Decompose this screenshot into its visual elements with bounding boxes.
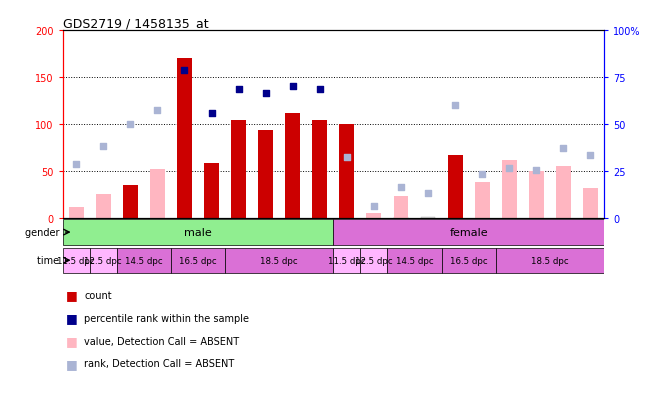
Bar [333, 248, 360, 273]
Text: male: male [184, 228, 212, 237]
Point [422, 190, 433, 197]
Point [152, 107, 162, 114]
Point [314, 87, 325, 93]
Text: 12.5 dpc: 12.5 dpc [84, 256, 122, 265]
Point [450, 103, 461, 109]
Point [531, 167, 541, 174]
Bar [496, 248, 604, 273]
Bar [96, 194, 111, 218]
Text: 18.5 dpc: 18.5 dpc [260, 256, 298, 265]
Text: 14.5 dpc: 14.5 dpc [125, 256, 163, 265]
Bar [312, 121, 327, 218]
Point [234, 87, 244, 93]
Point [585, 152, 595, 159]
Text: time: time [38, 256, 63, 266]
Text: ■: ■ [66, 357, 78, 370]
Bar [529, 172, 544, 218]
Point [504, 166, 515, 172]
Bar [556, 167, 571, 218]
Text: 12.5 dpc: 12.5 dpc [355, 256, 393, 265]
Bar [225, 248, 333, 273]
Point [260, 90, 271, 97]
Bar [177, 59, 192, 218]
Point [342, 154, 352, 161]
Bar [333, 220, 604, 245]
Point [71, 162, 82, 169]
Bar [387, 248, 442, 273]
Point [395, 184, 406, 191]
Bar [393, 197, 409, 218]
Text: 16.5 dpc: 16.5 dpc [179, 256, 217, 265]
Bar [442, 248, 496, 273]
Bar [285, 114, 300, 218]
Text: ■: ■ [66, 289, 78, 302]
Text: 18.5 dpc: 18.5 dpc [531, 256, 569, 265]
Text: female: female [449, 228, 488, 237]
Bar [117, 248, 171, 273]
Point [477, 171, 487, 178]
Bar [366, 214, 381, 218]
Text: 11.5 dpc: 11.5 dpc [57, 256, 95, 265]
Point [287, 84, 298, 90]
Bar [69, 207, 84, 218]
Text: value, Detection Call = ABSENT: value, Detection Call = ABSENT [84, 336, 240, 346]
Point [368, 203, 379, 209]
Text: ■: ■ [66, 311, 78, 325]
Bar [63, 248, 90, 273]
Text: rank, Detection Call = ABSENT: rank, Detection Call = ABSENT [84, 358, 235, 368]
Bar [475, 183, 490, 218]
Bar [447, 156, 463, 218]
Point [125, 121, 136, 128]
Text: count: count [84, 290, 112, 300]
Point [98, 143, 108, 150]
Bar [204, 163, 219, 218]
Text: ■: ■ [66, 334, 78, 347]
Text: gender: gender [25, 228, 63, 237]
Bar [258, 131, 273, 218]
Text: GDS2719 / 1458135_at: GDS2719 / 1458135_at [63, 17, 209, 30]
Text: 14.5 dpc: 14.5 dpc [395, 256, 434, 265]
Text: 11.5 dpc: 11.5 dpc [328, 256, 366, 265]
Bar [171, 248, 225, 273]
Point [206, 110, 216, 117]
Point [179, 67, 190, 74]
Bar [502, 160, 517, 218]
Bar [150, 170, 165, 218]
Bar [360, 248, 387, 273]
Bar [90, 248, 117, 273]
Text: percentile rank within the sample: percentile rank within the sample [84, 313, 249, 323]
Bar [123, 186, 138, 218]
Point [558, 145, 568, 152]
Bar [63, 220, 333, 245]
Bar [583, 188, 598, 218]
Bar [231, 121, 246, 218]
Text: 16.5 dpc: 16.5 dpc [449, 256, 488, 265]
Bar [339, 125, 354, 218]
